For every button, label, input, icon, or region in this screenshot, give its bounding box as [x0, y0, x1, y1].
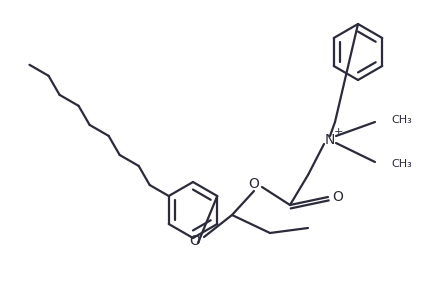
Text: +: + [333, 127, 343, 137]
Text: N: N [325, 133, 335, 147]
Text: CH₃: CH₃ [391, 159, 412, 169]
Text: O: O [333, 190, 343, 204]
Text: CH₃: CH₃ [391, 115, 412, 125]
Text: O: O [190, 234, 200, 248]
Text: O: O [249, 177, 259, 191]
